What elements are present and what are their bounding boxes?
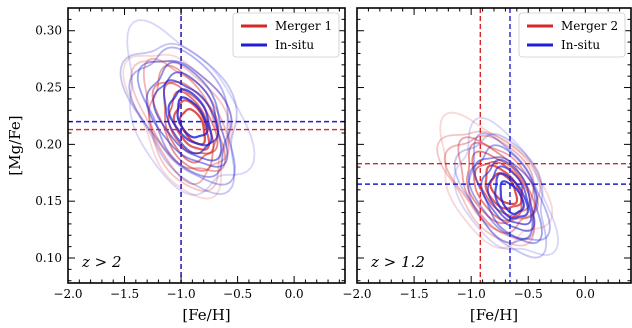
y-tick-label: 0.10 [35, 251, 62, 265]
x-tick-label: −0.5 [514, 287, 543, 301]
left-plot-frame [67, 7, 346, 284]
x-tick-label: −1.0 [457, 287, 486, 301]
right-axis-ticks: −2.0 −1.5 −1.0 −0.5 0.0 [342, 8, 632, 301]
right-panel: −2.0 −1.5 −1.0 −0.5 0.0 z > 1.2 Merger 2 In-… [342, 7, 632, 324]
contour-in-situ-level-5 [145, 61, 229, 168]
contour-in-situ-level-2 [494, 172, 530, 220]
left-contours [119, 19, 256, 200]
right-plot-frame [356, 7, 632, 284]
contour-merger-2-level-5 [465, 141, 536, 225]
x-tick-label: −1.5 [400, 287, 429, 301]
legend-label-merger-1: Merger 1 [275, 19, 332, 33]
legend-label-in-situ-left: In-situ [275, 38, 314, 52]
right-contours [436, 111, 559, 259]
x-tick-label: 0.0 [576, 287, 595, 301]
legend-label-merger-2: Merger 2 [561, 19, 618, 33]
x-tick-label: −0.5 [223, 287, 252, 301]
legend-label-in-situ-right: In-situ [561, 38, 600, 52]
y-tick-label: 0.30 [35, 24, 62, 38]
left-axis-ticks: −2.0 −1.5 −1.0 −0.5 0.0 0.10 0.15 0.20 0.25 0.30 [35, 8, 345, 301]
left-x-axis-title: [Fe/H] [182, 306, 230, 324]
contour-in-situ-level-3 [162, 79, 219, 155]
contour-merger-1-level-9 [122, 53, 234, 200]
contour-in-situ-level-8 [119, 42, 238, 196]
x-tick-label: −1.5 [110, 287, 139, 301]
contour-merger-1-level-6 [147, 64, 227, 173]
right-x-axis-title: [Fe/H] [470, 306, 518, 324]
contour-in-situ-level-1 [176, 96, 209, 139]
right-median-lines [357, 8, 631, 283]
x-tick-label: −2.0 [342, 287, 371, 301]
contour-merger-2-level-6 [457, 136, 539, 234]
contour-in-situ-level-9 [126, 19, 256, 196]
contour-merger-2-level-2 [484, 164, 524, 210]
right-legend: Merger 2 In-situ [518, 12, 626, 58]
contour-in-situ-level-6 [136, 59, 233, 178]
contour-in-situ-level-6 [467, 144, 543, 245]
contour-in-situ-level-4 [152, 71, 223, 162]
left-median-lines [68, 8, 345, 283]
left-redshift-annotation: z > 2 [81, 253, 122, 271]
y-tick-label: 0.15 [35, 194, 62, 208]
y-axis-title: [Mg/Fe] [6, 115, 24, 175]
x-tick-label: 0.0 [285, 287, 304, 301]
contour-in-situ-level-7 [128, 46, 236, 186]
contour-in-situ-level-5 [473, 156, 538, 240]
x-tick-label: −2.0 [53, 287, 82, 301]
contour-in-situ-level-4 [480, 158, 536, 232]
left-panel: −2.0 −1.5 −1.0 −0.5 0.00.100.150.200.250.30 … [6, 7, 346, 324]
y-tick-label: 0.20 [35, 137, 62, 151]
y-tick-label: 0.25 [35, 81, 62, 95]
x-tick-label: −1.0 [166, 287, 195, 301]
contour-merger-2-level-8 [436, 130, 542, 247]
contour-merger-2-level-9 [439, 111, 554, 250]
right-redshift-annotation: z > 1.2 [370, 253, 425, 271]
left-legend: Merger 1 In-situ [232, 12, 340, 58]
contour-in-situ-level-2 [167, 88, 213, 147]
contour-in-situ-level-1 [499, 180, 525, 216]
contour-merger-2-level-7 [443, 134, 536, 241]
contour-in-situ-level-8 [453, 133, 548, 259]
contour-in-situ-level-9 [453, 117, 559, 256]
